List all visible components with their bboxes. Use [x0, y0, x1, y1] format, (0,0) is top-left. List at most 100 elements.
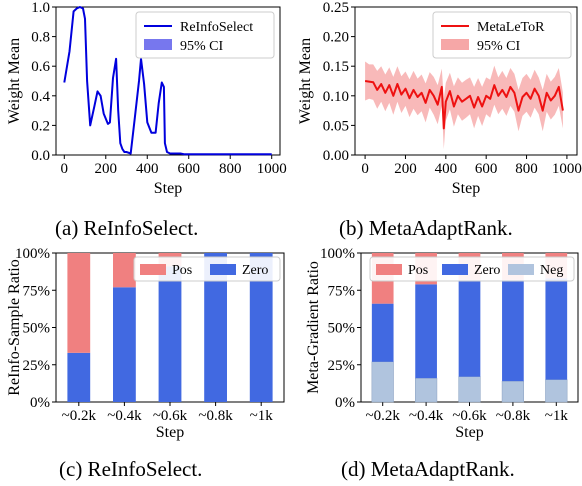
y-tick-label: 0.6 — [31, 59, 50, 75]
y-axis-label: Weight Mean — [297, 38, 314, 124]
x-tick-label: 600 — [177, 161, 200, 177]
legend-label: Pos — [408, 263, 428, 278]
x-tick-label: 800 — [219, 161, 242, 177]
x-axis-label: Step — [452, 180, 480, 197]
legend-swatch — [376, 264, 402, 275]
bar-segment — [371, 303, 394, 362]
bar-segment — [67, 253, 91, 353]
bar-segment — [67, 352, 91, 402]
bar-segment — [204, 253, 227, 402]
y-tick-label: 75% — [328, 283, 356, 299]
x-axis-label: Step — [156, 424, 184, 441]
chart-a: 0.0 0.2 0.4 0.6 0.8 1.0 Weight Mean Step 0 200 400… — [6, 0, 287, 197]
caption-a: (a) ReInfoSelect. — [55, 216, 199, 240]
plot-frame — [55, 6, 281, 156]
y-tick-label: 100% — [320, 246, 355, 262]
x-axis-label: Step — [154, 180, 182, 197]
x-tick-label: 400 — [435, 161, 458, 177]
y-tick-label: 50% — [23, 321, 51, 337]
x-tick-label: ~1k — [545, 408, 569, 424]
y-axis-label: Meta-Gradient Ratio — [305, 261, 322, 394]
bar-segment — [415, 284, 437, 379]
x-tick-label: ~0.4k — [409, 408, 444, 424]
legend-label: Zero — [242, 263, 268, 278]
y-tick-label: 100% — [15, 246, 50, 262]
legend: Pos Zero — [133, 256, 281, 282]
x-tick-label: 200 — [95, 161, 118, 177]
chart-c: 0%25%50%75%100%ReInfo-Sample RatioStep~0… — [6, 246, 285, 441]
ci-band — [365, 61, 563, 150]
legend: Pos Zero Neg — [369, 256, 575, 282]
legend-swatch — [508, 264, 534, 275]
y-tick-label: 25% — [328, 358, 356, 374]
bar-segment — [415, 377, 438, 403]
x-tick-label: 1000 — [552, 161, 582, 177]
legend-label: 95% CI — [180, 39, 224, 54]
caption-d: (d) MetaAdaptRank. — [341, 457, 515, 481]
x-tick-label: ~0.8k — [496, 408, 531, 424]
chart-d: 0%25%50%75%100%Meta-Gradient RatioStep~0… — [305, 246, 579, 441]
y-tick-label: 0.15 — [323, 59, 349, 75]
y-tick-label: 50% — [328, 321, 356, 337]
legend: MetaLeToR 95% CI — [432, 11, 572, 59]
legend-label: ReInfoSelect — [180, 20, 253, 35]
legend-swatch — [140, 264, 166, 275]
x-tick-label: ~0.6k — [452, 408, 487, 424]
series-line — [364, 80, 564, 130]
bar-segment — [545, 379, 568, 403]
y-tick-label: 0.2 — [31, 118, 50, 134]
legend-band-swatch — [144, 39, 172, 50]
y-tick-label: 0.10 — [323, 89, 349, 105]
y-axis-label: Weight Mean — [6, 38, 23, 124]
legend: ReInfoSelect 95% CI — [135, 11, 275, 59]
bar-segment — [458, 376, 481, 403]
bar-segment — [545, 278, 568, 380]
y-tick-label: 0.0 — [31, 148, 50, 164]
caption-c: (c) ReInfoSelect. — [59, 457, 203, 481]
chart-b: 0.00 0.05 0.10 0.15 0.20 0.25 Weight Mean Step 0… — [297, 0, 582, 197]
series-line — [63, 6, 272, 156]
x-tick-label: 200 — [394, 161, 417, 177]
y-tick-label: 0.4 — [31, 89, 50, 105]
bar-segment — [158, 266, 182, 402]
y-tick-label: 1.0 — [31, 0, 50, 16]
legend-box — [133, 256, 281, 282]
y-tick-label: 0% — [335, 395, 355, 411]
legend-label: MetaLeToR — [477, 20, 545, 35]
bar-segment — [371, 361, 394, 403]
bar-segment — [501, 380, 524, 403]
x-axis-label: Step — [455, 424, 483, 441]
x-tick-label: 800 — [515, 161, 538, 177]
bar-segment — [249, 253, 273, 402]
x-tick-label: ~0.4k — [107, 408, 142, 424]
y-tick-label: 0.8 — [31, 30, 50, 46]
y-axis-label: ReInfo-Sample Ratio — [6, 259, 23, 395]
legend-swatch — [210, 264, 236, 275]
y-tick-label: 0.00 — [323, 148, 349, 164]
legend-label: Zero — [474, 263, 500, 278]
x-tick-label: ~1k — [250, 408, 274, 424]
legend-swatch — [442, 264, 468, 275]
y-tick-label: 0.20 — [323, 30, 349, 46]
caption-b: (b) MetaAdaptRank. — [339, 216, 513, 240]
legend-label: Pos — [172, 263, 192, 278]
bar-segment — [113, 287, 136, 402]
x-tick-label: ~0.6k — [153, 408, 188, 424]
x-tick-label: ~0.2k — [366, 408, 401, 424]
y-tick-label: 25% — [23, 358, 51, 374]
x-tick-label: ~0.2k — [62, 408, 97, 424]
x-tick-label: 400 — [136, 161, 159, 177]
x-tick-label: 1000 — [257, 161, 287, 177]
bar-segment — [113, 253, 136, 288]
x-tick-label: 0 — [61, 161, 69, 177]
x-tick-label: 0 — [361, 161, 369, 177]
y-tick-label: 0% — [30, 395, 50, 411]
legend-label: 95% CI — [477, 39, 521, 54]
bar-segment — [502, 279, 524, 382]
legend-band-swatch — [441, 39, 469, 50]
y-tick-label: 75% — [23, 283, 51, 299]
legend-label: Neg — [540, 263, 563, 278]
y-tick-label: 0.05 — [323, 118, 349, 134]
x-tick-label: ~0.8k — [198, 408, 233, 424]
